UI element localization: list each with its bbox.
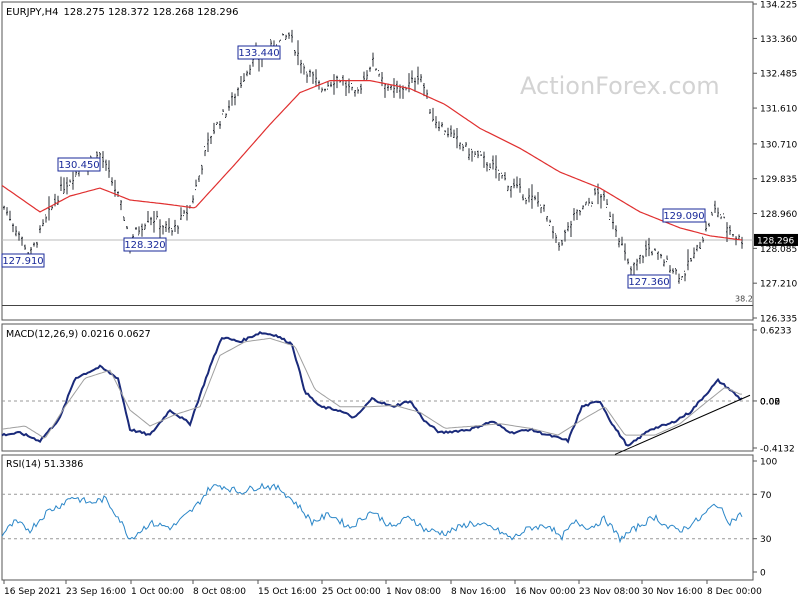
macd-title: MACD(12,26,9) 0.0216 0.0627 [6, 329, 151, 340]
x-tick-label: 1 Nov 08:00 [386, 587, 441, 597]
fib-label: 38.2 [735, 294, 753, 303]
x-tick-label: 8 Dec 00:00 [707, 587, 762, 597]
price-layer: 38.2 127.910 130.450 128.320 133.440 127.360 1… [1, 29, 753, 306]
price-y-tick-label: 129.835 [760, 175, 797, 185]
macd-y-tick-label: -0.4132 [760, 445, 795, 455]
price-annotation-label: 129.090 [663, 211, 704, 222]
rsi-title: RSI(14) 51.3386 [6, 459, 83, 470]
macd-trendline [614, 394, 751, 455]
price-annotation: 133.440 [237, 45, 281, 60]
rsi-y-tick-label: 0 [760, 569, 766, 579]
price-annotation: 127.360 [627, 274, 671, 289]
watermark: ActionForex.com [520, 72, 720, 100]
macd-current-value-label: 0.06 [760, 397, 780, 407]
price-annotation-label: 127.360 [628, 277, 669, 288]
macd-line [1, 331, 743, 447]
price-annotation: 127.910 [1, 253, 45, 268]
price-y-tick-label: 128.960 [760, 210, 797, 220]
price-annotation-label: 128.320 [124, 240, 165, 251]
x-tick-label: 15 Oct 16:00 [258, 587, 317, 597]
rsi-y-tick-label: 100 [760, 458, 777, 468]
x-tick-label: 8 Nov 16:00 [451, 587, 506, 597]
moving-average-line [1, 80, 742, 241]
macd-layer [1, 331, 753, 455]
price-annotation: 128.320 [123, 237, 167, 252]
rsi-layer [1, 482, 753, 544]
x-tick-label: 16 Sep 2021 [4, 587, 61, 597]
x-tick-label: 16 Nov 00:00 [515, 587, 576, 597]
price-y-tick-label: 132.485 [760, 70, 797, 80]
price-annotation-label: 133.440 [238, 48, 279, 59]
rsi-line [1, 482, 743, 544]
x-tick-label: 8 Oct 08:00 [193, 587, 246, 597]
price-annotation: 129.090 [662, 208, 706, 223]
rsi-y-tick-label: 70 [760, 491, 772, 501]
rsi-panel [1, 454, 754, 581]
price-annotation-label: 127.910 [2, 256, 43, 267]
x-tick-label: 1 Oct 00:00 [131, 587, 184, 597]
price-bars [3, 29, 743, 284]
rsi-y-tick-label: 30 [760, 535, 772, 545]
price-y-tick-label: 126.335 [760, 315, 797, 325]
macd-y-tick-label: 0.00 [760, 397, 780, 407]
header-symbol: EURJPY,H4 128.275 128.372 128.268 128.296 [6, 7, 238, 18]
price-y-tick-label: 133.360 [760, 35, 797, 45]
price-y-tick-label: 130.710 [760, 140, 797, 150]
price-y-tick-label: 128.085 [760, 245, 797, 255]
x-tick-label: 23 Sep 16:00 [66, 587, 126, 597]
price-y-tick-label: 131.610 [760, 105, 797, 115]
price-y-tick-label: 134.225 [760, 1, 797, 11]
price-annotation-label: 130.450 [58, 160, 99, 171]
price-panel [1, 1, 754, 321]
current-price-tag: 128.296 [754, 233, 798, 246]
signal-line [1, 337, 742, 439]
x-tick-label: 25 Oct 00:00 [322, 587, 381, 597]
macd-y-tick-label: 0.6233 [760, 327, 792, 337]
current-price-tag-label: 128.296 [757, 236, 794, 246]
axis-layer: 134.225 133.360 132.485 131.610 130.710 129.8… [3, 1, 798, 597]
price-annotation: 130.450 [57, 157, 101, 172]
x-tick-label: 23 Nov 08:00 [579, 587, 640, 597]
macd-current-value-label: 0.02 [760, 397, 780, 407]
macd-panel [1, 323, 754, 452]
price-y-tick-label: 127.210 [760, 280, 797, 290]
x-tick-label: 30 Nov 16:00 [642, 587, 703, 597]
